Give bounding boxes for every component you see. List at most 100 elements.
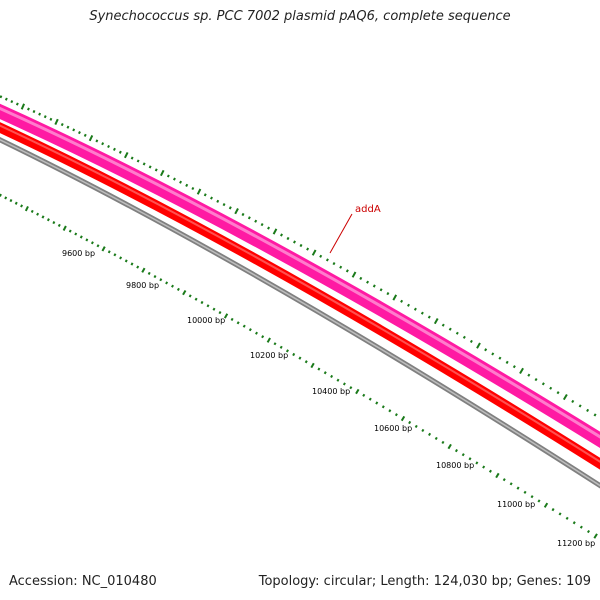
major-tick xyxy=(311,249,317,256)
minor-tick xyxy=(537,499,541,503)
cds-feature-band[interactable] xyxy=(0,122,600,470)
minor-tick xyxy=(420,311,424,315)
minor-tick xyxy=(441,440,445,445)
minor-tick xyxy=(136,265,140,269)
minor-tick xyxy=(154,168,158,172)
minor-tick xyxy=(261,335,265,339)
minor-tick xyxy=(273,342,277,346)
major-tick xyxy=(24,205,29,212)
minor-tick xyxy=(147,271,151,275)
minor-tick xyxy=(455,331,459,335)
minor-tick xyxy=(332,262,336,266)
minor-tick xyxy=(112,147,116,151)
minor-tick xyxy=(101,142,105,146)
major-tick xyxy=(400,415,406,422)
minor-tick xyxy=(68,229,72,233)
minor-tick xyxy=(359,276,363,280)
backbone-track-inner xyxy=(0,139,600,487)
minor-tick xyxy=(218,311,222,315)
minor-tick xyxy=(230,317,234,321)
major-tick xyxy=(124,151,129,159)
minor-tick xyxy=(572,521,576,525)
minor-tick xyxy=(375,401,379,405)
minor-tick xyxy=(505,360,509,365)
gene-feature-band[interactable] xyxy=(0,103,600,449)
minor-tick xyxy=(571,399,575,404)
minor-tick xyxy=(166,174,170,178)
minor-tick xyxy=(593,413,597,417)
scale-label-10000: 10000 bp xyxy=(187,316,225,325)
minor-tick xyxy=(179,180,182,184)
major-tick xyxy=(543,502,549,508)
minor-tick xyxy=(541,382,545,386)
minor-tick xyxy=(488,469,492,473)
minor-tick xyxy=(200,300,204,305)
major-tick xyxy=(272,228,278,235)
minor-tick xyxy=(255,331,258,335)
minor-tick xyxy=(386,292,390,296)
major-tick xyxy=(88,134,94,142)
minor-tick xyxy=(502,478,506,482)
map-summary: Topology: circular; Length: 124,030 bp; … xyxy=(258,574,591,589)
minor-tick xyxy=(188,294,192,298)
minor-tick xyxy=(523,490,527,494)
minor-tick xyxy=(434,436,438,441)
minor-tick xyxy=(342,382,346,386)
gene-label-adda[interactable]: addA xyxy=(355,204,381,215)
minor-tick xyxy=(400,299,404,303)
minor-tick xyxy=(210,196,213,200)
major-tick xyxy=(20,103,26,110)
outer-tick-marks xyxy=(0,95,597,417)
minor-tick xyxy=(414,424,418,429)
major-tick xyxy=(351,271,357,278)
minor-tick xyxy=(475,461,479,465)
accession-label: Accession: NC_010480 xyxy=(9,574,157,589)
minor-tick xyxy=(292,352,296,357)
minor-tick xyxy=(176,287,180,291)
minor-tick xyxy=(407,303,410,307)
minor-tick xyxy=(461,453,465,457)
minor-tick xyxy=(107,250,111,254)
minor-tick xyxy=(336,378,340,382)
minor-tick xyxy=(49,117,53,121)
minor-tick xyxy=(90,241,94,245)
major-tick xyxy=(182,289,187,296)
minor-tick xyxy=(527,373,531,377)
minor-tick xyxy=(549,386,553,390)
major-tick xyxy=(196,188,202,195)
scale-label-9800: 9800 bp xyxy=(126,281,159,290)
cds-feature-band-highlight xyxy=(0,124,600,463)
minor-tick xyxy=(36,212,40,216)
scale-label-11000: 11000 bp xyxy=(497,500,535,509)
minor-tick xyxy=(26,107,30,111)
minor-tick xyxy=(85,238,89,242)
minor-tick xyxy=(362,393,366,397)
minor-tick xyxy=(206,304,210,308)
minor-tick xyxy=(381,405,385,409)
minor-tick xyxy=(366,280,370,284)
major-tick xyxy=(447,443,452,450)
minor-tick xyxy=(10,100,14,104)
major-tick xyxy=(433,318,439,325)
minor-tick xyxy=(9,198,13,203)
minor-tick xyxy=(304,360,308,364)
map-title: Synechococcus sp. PCC 7002 plasmid pAQ6,… xyxy=(89,9,511,24)
major-tick xyxy=(495,472,500,479)
minor-tick xyxy=(306,247,310,251)
minor-tick xyxy=(441,323,445,327)
major-tick xyxy=(160,169,165,177)
minor-tick xyxy=(107,144,110,149)
minor-tick xyxy=(171,284,174,288)
gene-feature-band-highlight xyxy=(0,106,600,439)
minor-tick xyxy=(534,377,538,382)
minor-tick xyxy=(427,315,431,319)
minor-tick xyxy=(66,125,70,129)
minor-tick xyxy=(299,243,303,248)
scale-label-11200: 11200 bp xyxy=(557,539,595,548)
minor-tick xyxy=(216,199,220,203)
backbone-track xyxy=(0,137,600,489)
minor-tick xyxy=(421,428,425,433)
major-tick xyxy=(392,294,398,301)
minor-tick xyxy=(325,258,329,262)
